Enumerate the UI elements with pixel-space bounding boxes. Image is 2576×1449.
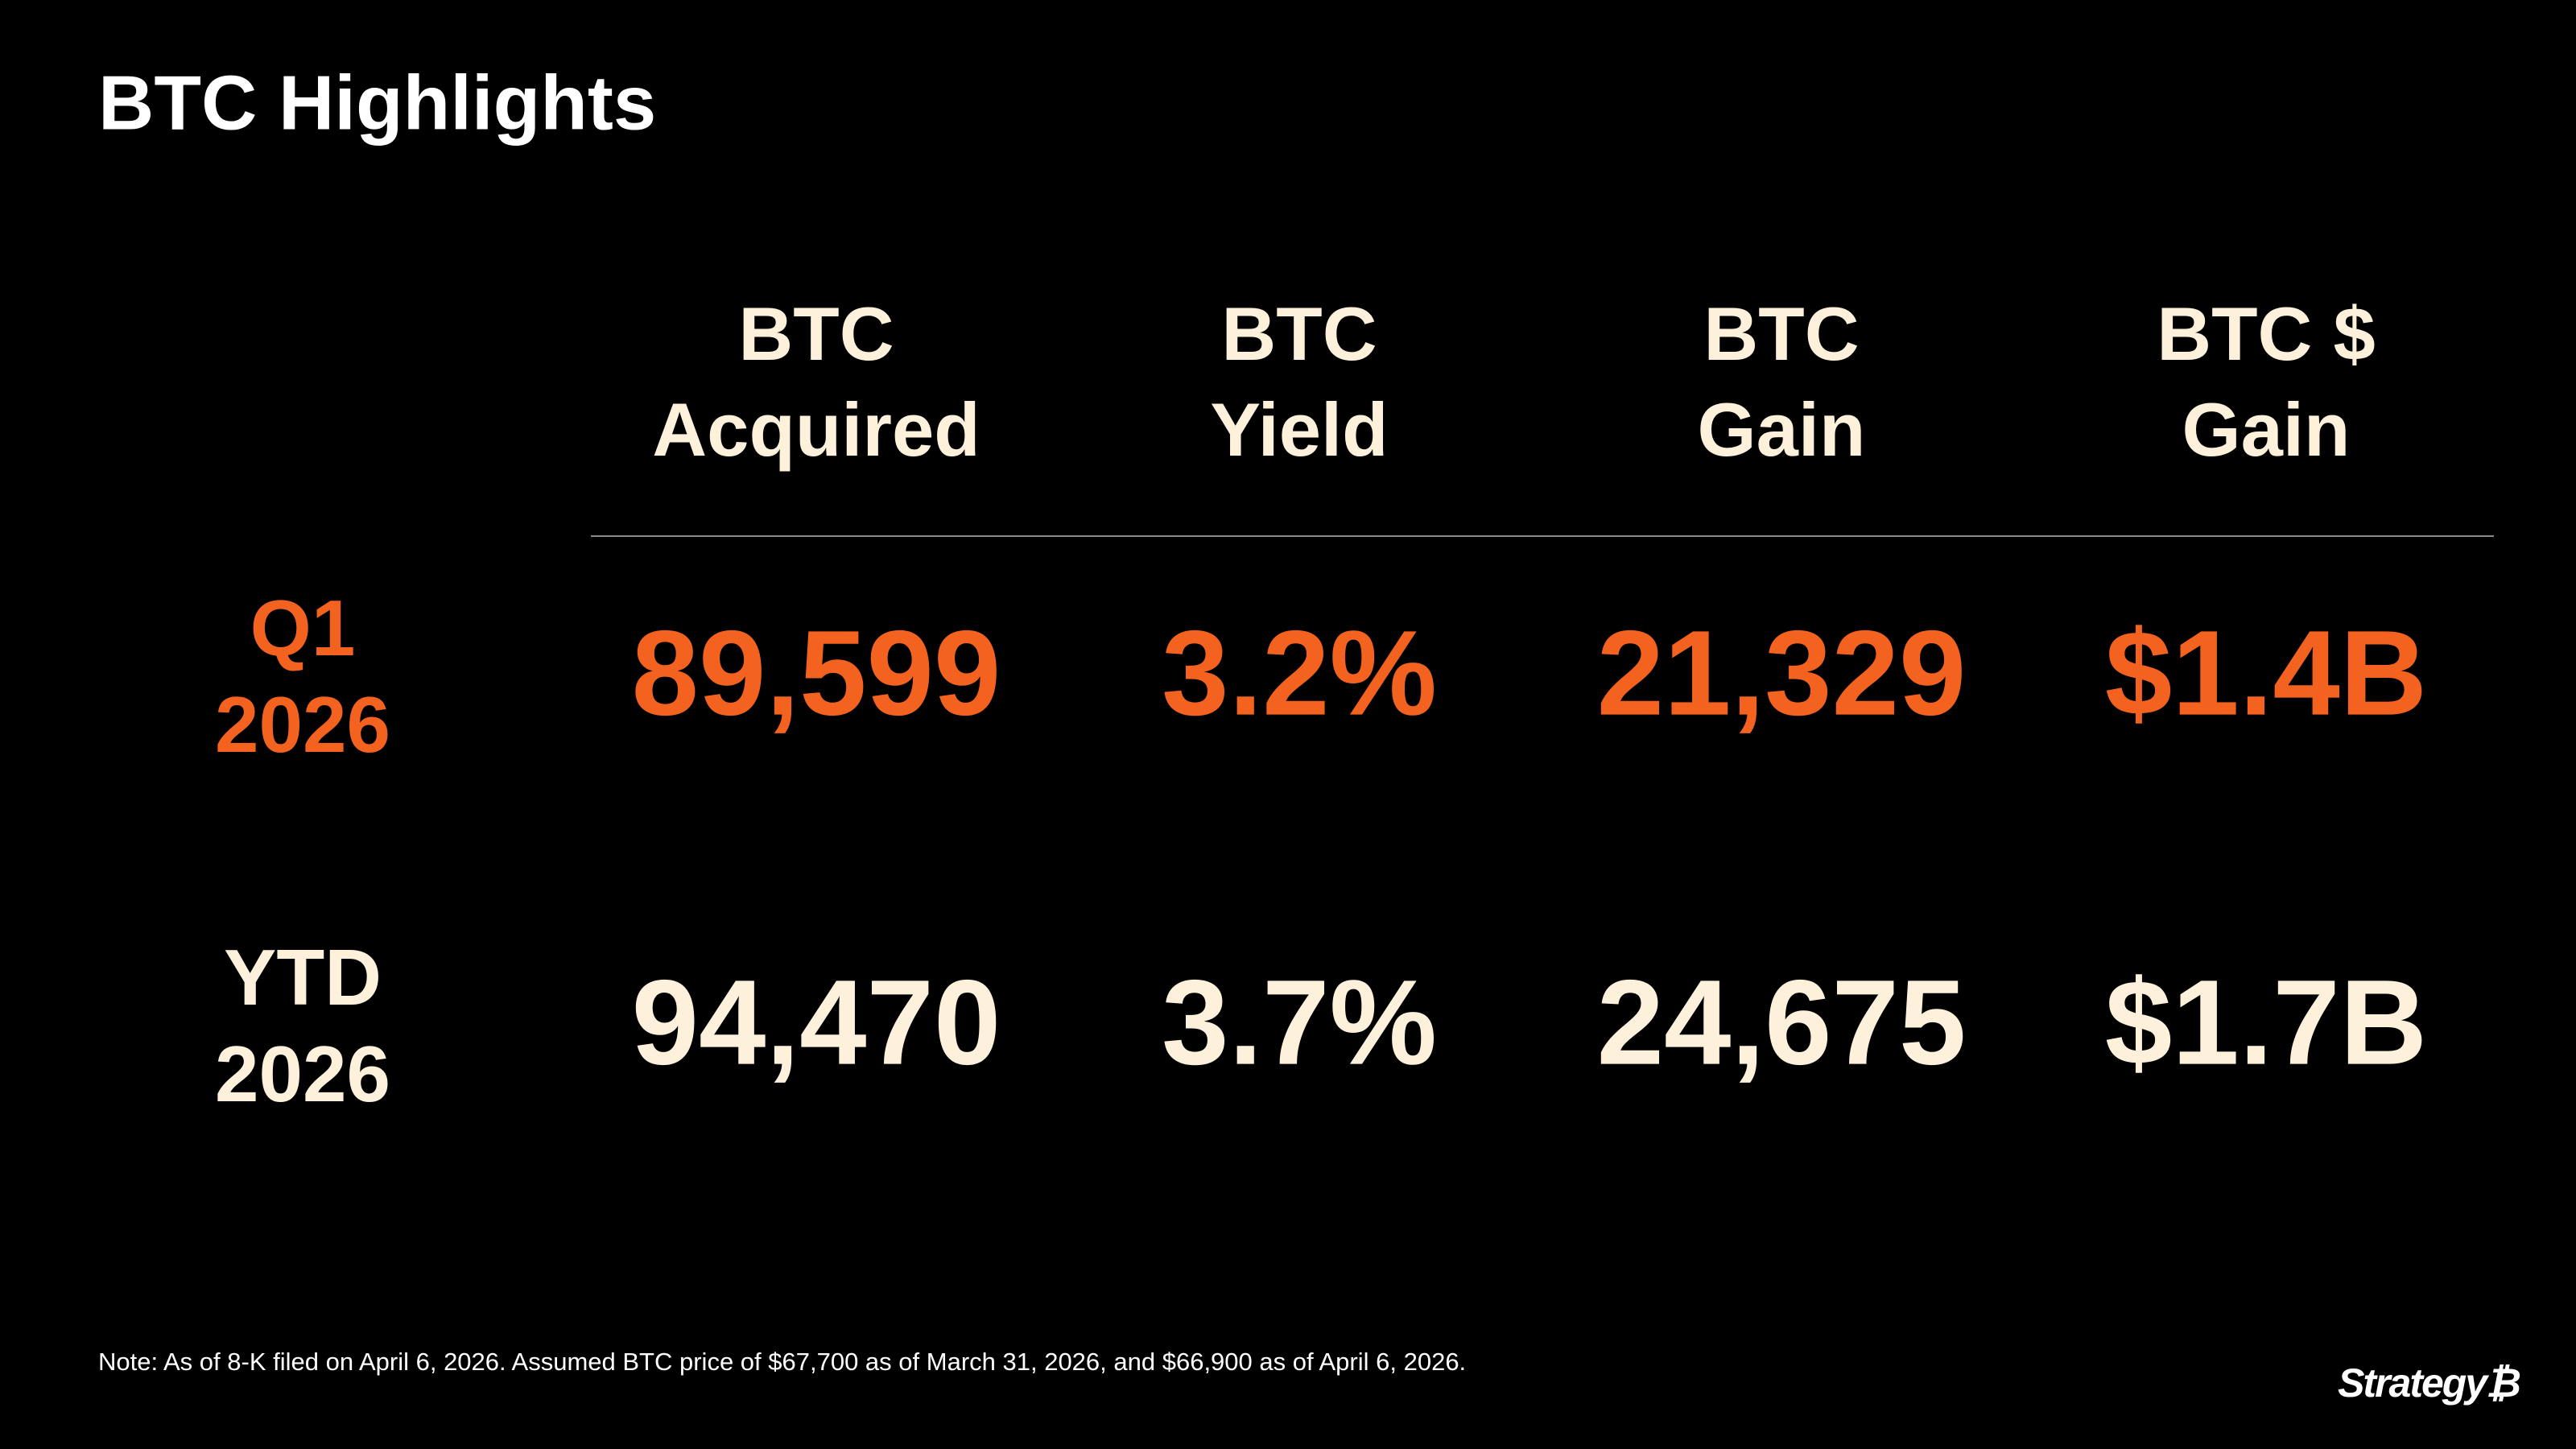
column-header: BTC $ [2157,291,2376,376]
column-header: Yield [1210,387,1388,472]
column-header: Gain [1698,387,1866,472]
row-label: 2026 [215,1030,390,1118]
column-header: BTC [1221,291,1377,376]
row-label: Q1 [250,584,356,672]
metric-value: 21,329 [1597,605,1967,741]
row-label: YTD [224,933,382,1022]
column-header: BTC [738,291,894,376]
metric-value: $1.4B [2105,605,2427,741]
column-header: Acquired [652,387,980,472]
metric-value: 89,599 [632,605,1001,741]
slide-title: BTC Highlights [98,60,656,146]
metric-value: $1.7B [2105,955,2427,1090]
row-label: 2026 [215,680,390,769]
column-header: BTC [1703,291,1859,376]
logo: Strategy₿ [2338,1360,2520,1406]
metric-value: 24,675 [1597,955,1967,1090]
metric-value: 3.2% [1162,605,1437,741]
footnote: Note: As of 8-K filed on April 6, 2026. … [98,1348,1466,1376]
metric-value: 94,470 [632,955,1001,1090]
metric-value: 3.7% [1162,955,1437,1090]
column-header: Gain [2182,387,2351,472]
